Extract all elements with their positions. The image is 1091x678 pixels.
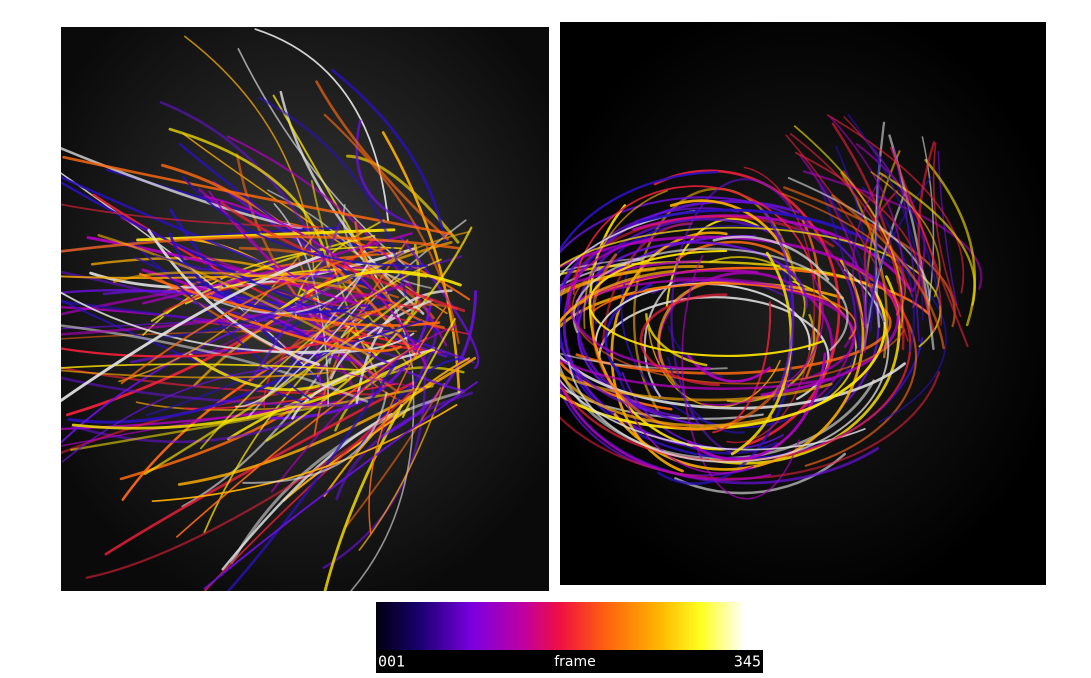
figure: 001 frame 345 <box>0 0 1091 678</box>
page: {"colorbar": {"min_label": "001", "label… <box>0 0 1091 678</box>
colorbar <box>376 602 745 650</box>
colorbar-min-label: 001 <box>378 653 405 671</box>
colorbar-title: frame <box>554 654 596 670</box>
colorbar-max-label: 345 <box>734 653 761 671</box>
